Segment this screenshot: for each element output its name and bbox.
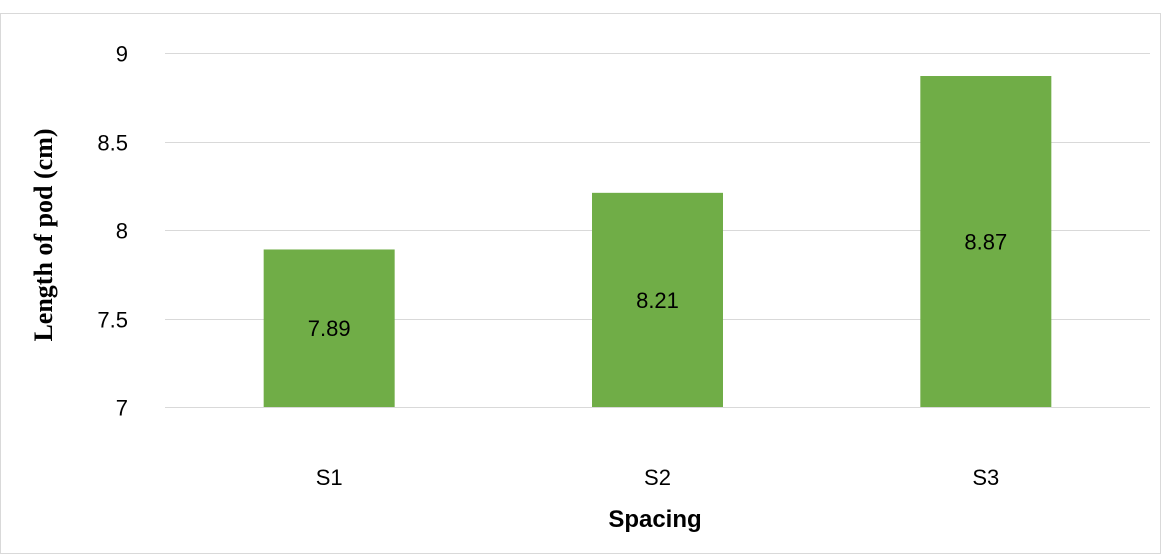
y-tick-label: 8 (116, 219, 128, 244)
bar-s1 (263, 249, 395, 407)
y-tick-label: 7.5 (97, 308, 128, 333)
y-tick-label: 7 (116, 396, 128, 421)
x-tick-label-s2: S2 (644, 465, 671, 490)
data-label-s2: 8.21 (636, 288, 679, 313)
x-axis-ticks: S1 S2 S3 (316, 465, 1000, 490)
y-tick-label: 9 (116, 42, 128, 67)
y-tick-label: 8.5 (97, 131, 128, 156)
bar-s2 (592, 192, 723, 407)
bar-s3 (920, 76, 1052, 407)
x-tick-label-s1: S1 (316, 465, 343, 490)
x-axis-title: Spacing (608, 506, 701, 533)
y-axis-title: Length of pod (cm) (29, 128, 58, 341)
y-axis-ticks: 7 7.5 8 8.5 9 (97, 42, 128, 421)
bars: 7.89 8.21 8.87 (263, 76, 1052, 407)
data-label-s3: 8.87 (964, 230, 1007, 255)
data-label-s1: 7.89 (308, 316, 351, 341)
x-tick-label-s3: S3 (972, 465, 999, 490)
